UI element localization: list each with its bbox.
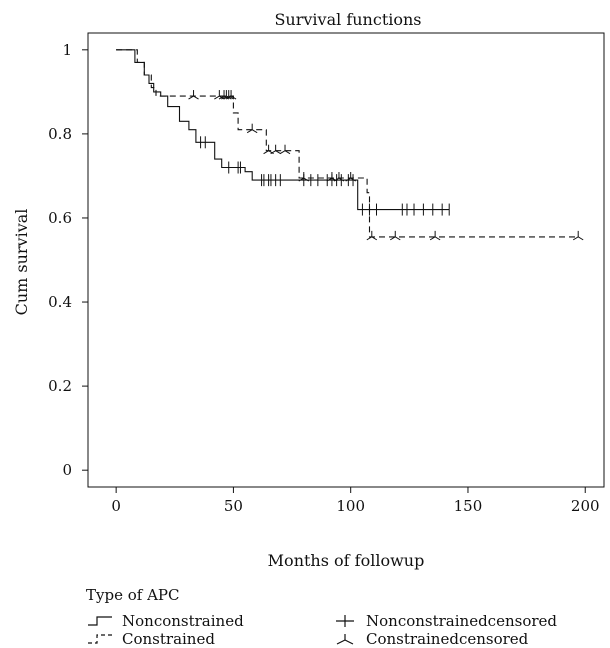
legend-label: Nonconstrained	[122, 612, 244, 630]
y-tick-label: 0.6	[48, 209, 72, 227]
legend-item-nonconstrained: Nonconstrained	[86, 612, 244, 630]
x-tick-label: 100	[336, 497, 365, 515]
legend-label: Constrained	[122, 630, 215, 648]
constrained-survival-line	[116, 50, 578, 237]
y-tick-label: 0.2	[48, 377, 72, 395]
x-tick-label: 0	[111, 497, 121, 515]
plot-frame	[88, 33, 604, 487]
plus-marker-icon	[330, 614, 360, 628]
legend-label: Constrainedcensored	[366, 630, 528, 648]
nonconstrained-survival-line	[116, 50, 449, 210]
constrained-censored-marker	[390, 231, 400, 240]
x-tick-label: 200	[571, 497, 600, 515]
constrained-censored-marker	[430, 231, 440, 240]
constrained-censored-marker	[367, 231, 377, 240]
y-tick-label: 0.4	[48, 293, 72, 311]
legend-item-constrained: Constrained	[86, 630, 215, 648]
legend-item-nonconstrained-censored: Nonconstrainedcensored	[330, 612, 557, 630]
constrained-censored-marker	[280, 145, 290, 154]
series-layer	[116, 50, 583, 240]
legend-label: Nonconstrainedcensored	[366, 612, 557, 630]
x-axis-label: Months of followup	[268, 551, 425, 570]
chart-title: Survival functions	[274, 10, 421, 29]
constrained-censored-marker	[189, 90, 199, 99]
constrained-censored-marker	[247, 124, 257, 133]
constrained-censored-marker	[271, 145, 281, 154]
x-tick-label: 150	[454, 497, 483, 515]
y-tick-label: 0	[62, 461, 72, 479]
y-axis-label: Cum survival	[12, 209, 31, 316]
axes: 0 50 100 150 200 0 0.2 0.4 0.6 0.8 1	[48, 41, 599, 515]
y-tick-label: 1	[62, 41, 72, 59]
legend-title: Type of APC	[86, 586, 179, 604]
y-tick-label: 0.8	[48, 125, 72, 143]
solid-step-icon	[86, 614, 116, 628]
constrained-censored-marker	[573, 231, 583, 240]
x-tick-label: 50	[224, 497, 243, 515]
legend-item-constrained-censored: Constrainedcensored	[330, 630, 528, 648]
